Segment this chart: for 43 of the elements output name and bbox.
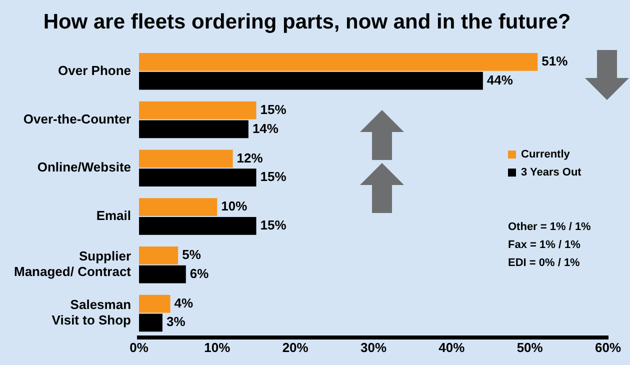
x-tick-label: 40%: [438, 340, 466, 355]
bar: [139, 265, 186, 284]
bar: [139, 314, 162, 332]
x-tick-label: 0%: [130, 340, 149, 355]
data-label: 10%: [221, 198, 248, 214]
data-label: 51%: [542, 54, 568, 69]
bar: [139, 150, 233, 168]
bar: [139, 120, 248, 138]
legend-label: Currently: [521, 148, 571, 161]
annotation: EDI = 0% / 1%: [508, 257, 580, 270]
chart-title: How are fleets ordering parts, now and in the future?: [43, 10, 571, 34]
data-label: 44%: [486, 72, 514, 88]
x-tick-label: 20%: [282, 340, 309, 355]
data-label: 3%: [166, 314, 186, 330]
x-tick-label: 50%: [516, 340, 544, 355]
bar: [139, 101, 256, 120]
y-tick-label: Over-the-Counter: [23, 111, 132, 126]
data-label: 15%: [260, 169, 287, 184]
annotation: Other = 1% / 1%: [508, 221, 592, 234]
bar: [139, 246, 178, 264]
y-tick-label: Email: [96, 208, 132, 224]
y-tick-label: Online/Website: [37, 160, 132, 175]
data-label: 15%: [260, 217, 287, 232]
y-tick-label: Over Phone: [58, 62, 132, 78]
y-tick-label: Supplier Managed/ Contract: [14, 248, 132, 280]
bar: [139, 294, 170, 313]
data-label: 14%: [252, 120, 279, 136]
x-tick-label: 60%: [594, 340, 622, 355]
data-label: 4%: [174, 295, 194, 310]
data-label: 6%: [190, 266, 210, 281]
data-label: 5%: [182, 246, 202, 262]
data-label: 12%: [236, 150, 264, 166]
y-tick-label: Salesman Visit to Shop: [52, 296, 132, 328]
x-tick-label: 30%: [360, 340, 387, 355]
x-tick-label: 10%: [204, 340, 231, 355]
bar: [139, 52, 538, 71]
bar: [139, 168, 256, 187]
legend-label: 3 Years Out: [521, 166, 582, 179]
data-label: 15%: [260, 102, 287, 117]
annotation: Fax = 1% / 1%: [508, 239, 581, 252]
bar: [139, 198, 218, 216]
bar: [139, 72, 483, 90]
bar: [139, 216, 256, 235]
